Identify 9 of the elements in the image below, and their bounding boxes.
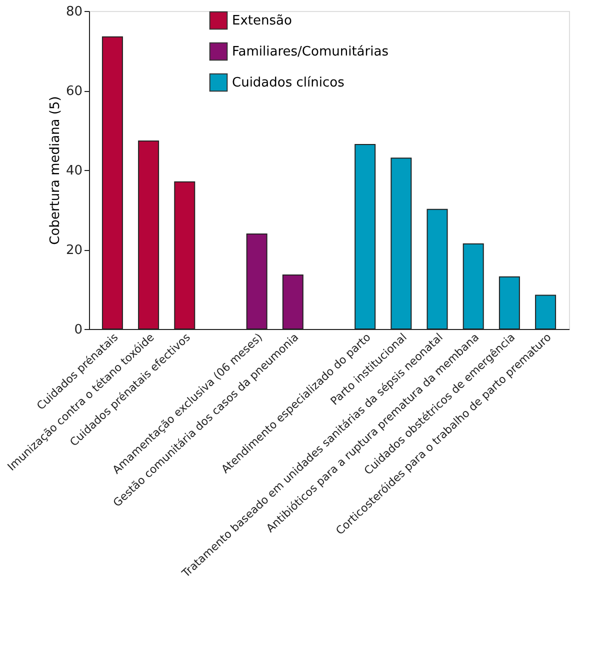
y-axis-title: Cobertura mediana (5): [48, 96, 63, 245]
y-tick-label: 40: [66, 164, 82, 178]
legend-label: Extensão: [232, 14, 292, 28]
legend-label: Familiares/Comunitárias: [232, 44, 389, 60]
y-tick-label: 0: [74, 322, 82, 338]
legend-label: Cuidados clínicos: [232, 76, 345, 90]
y-tick-label: 60: [66, 84, 82, 99]
y-tick-label: 20: [66, 243, 82, 258]
y-tick-label: 80: [66, 4, 82, 20]
